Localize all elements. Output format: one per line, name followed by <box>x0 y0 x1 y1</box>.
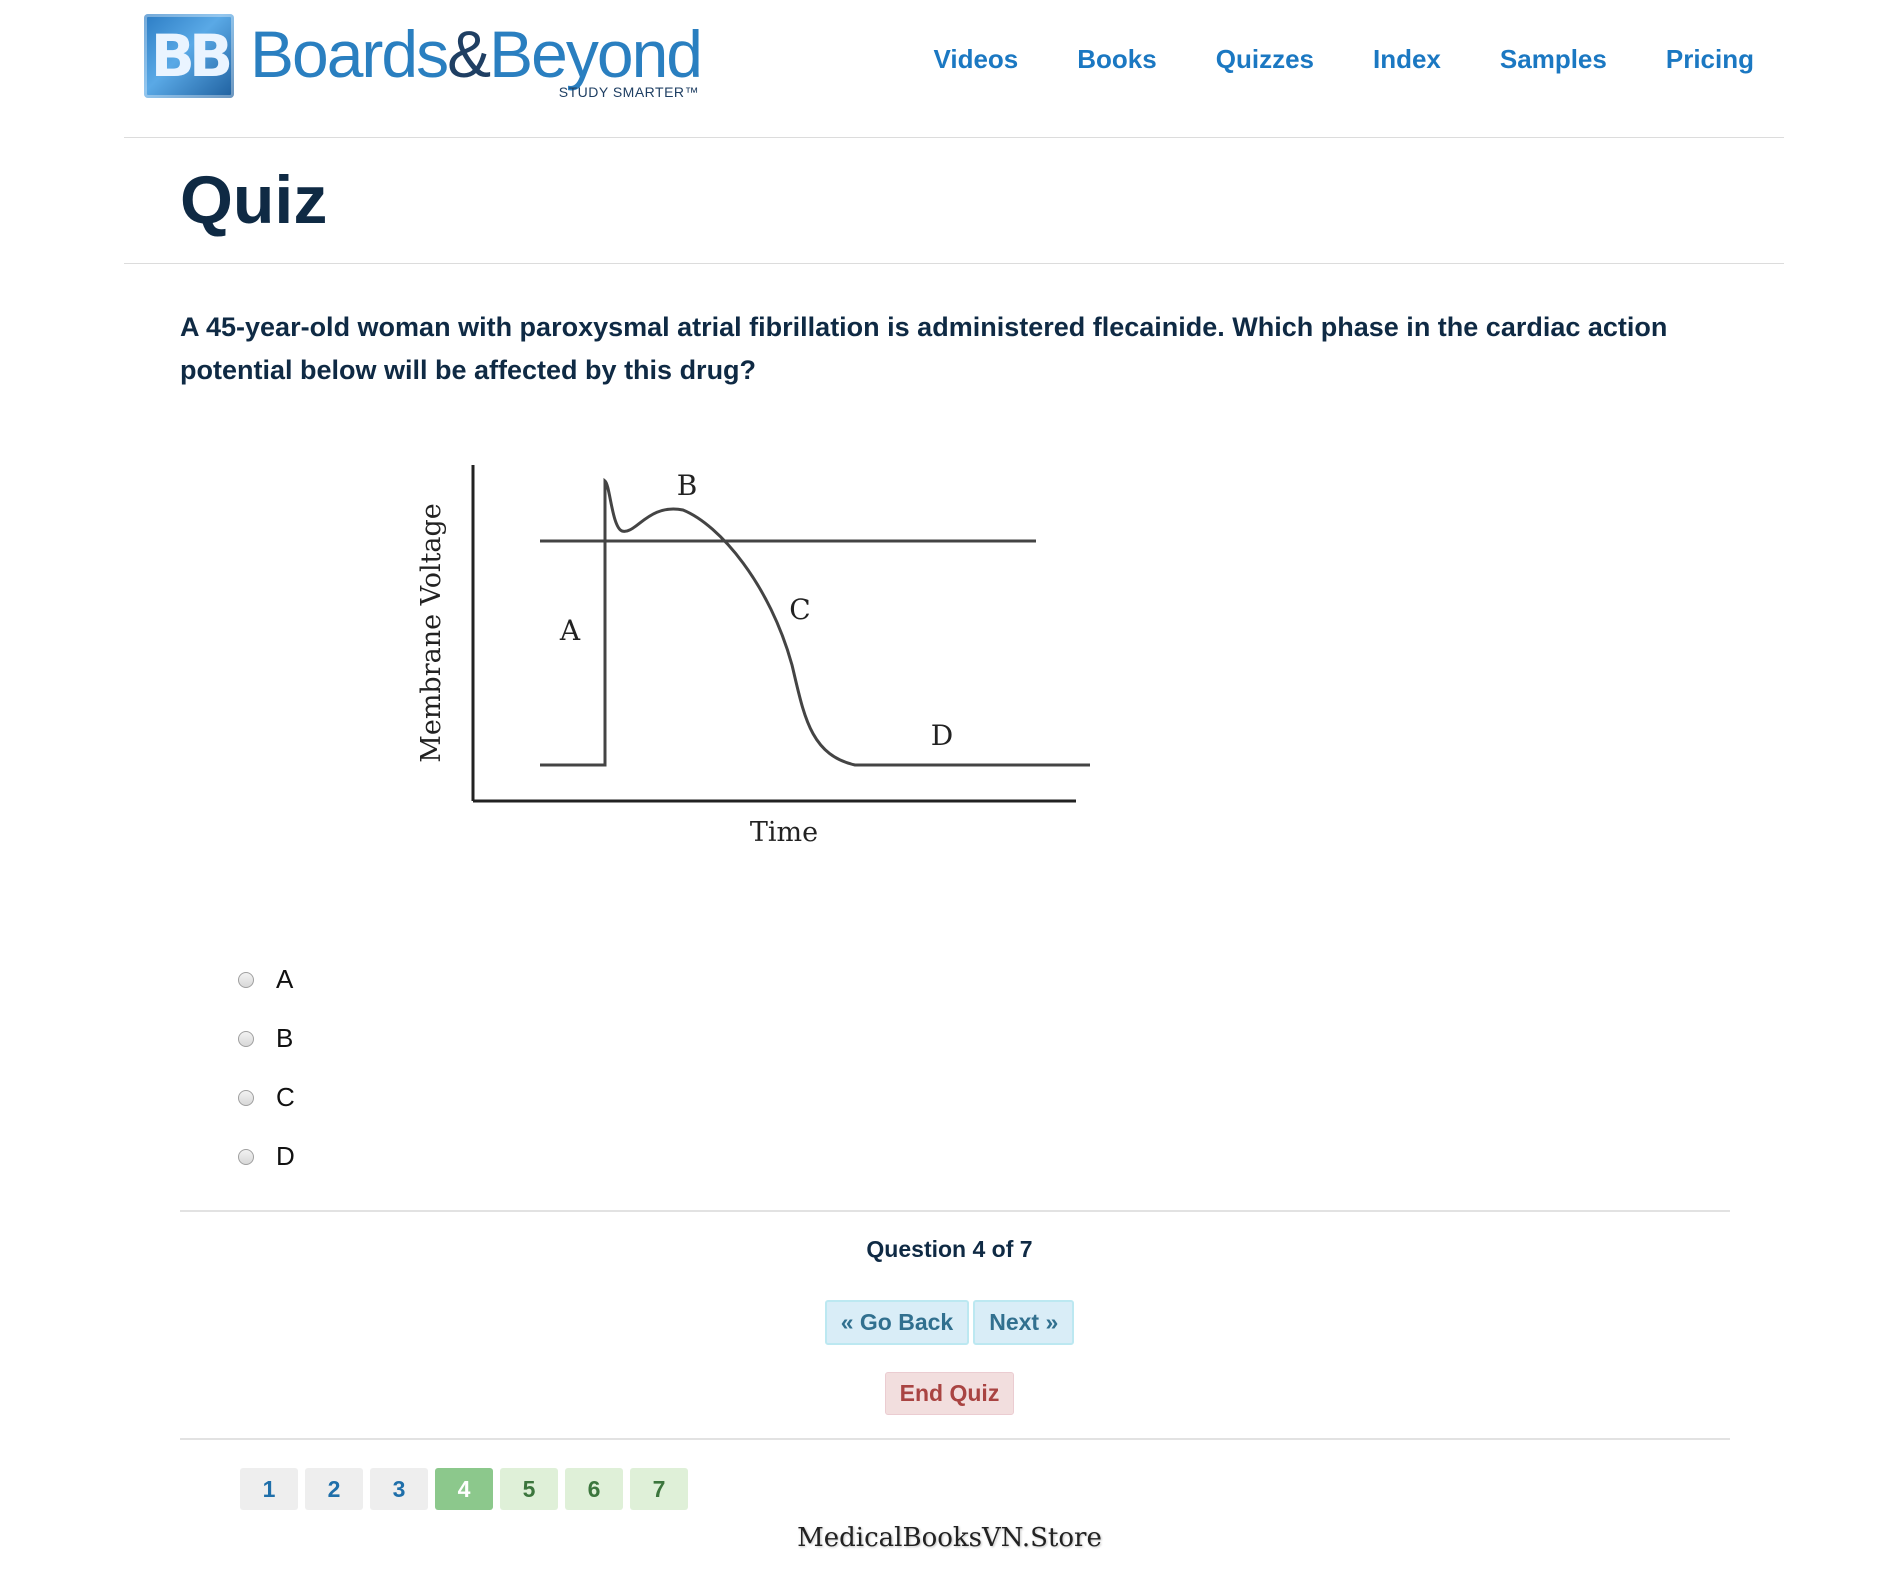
nav-videos[interactable]: Videos <box>933 44 1019 74</box>
main-nav: Videos Books Quizzes Index Samples Prici… <box>933 44 1754 75</box>
nav-books[interactable]: Books <box>1077 44 1157 74</box>
page-link-3[interactable]: 3 <box>370 1468 428 1510</box>
question-text: A 45-year-old woman with paroxysmal atri… <box>180 312 1668 385</box>
logo-wordmark: Boards&Beyond STUDY SMARTER™ <box>250 14 703 100</box>
nav-quizzes[interactable]: Quizzes <box>1215 44 1314 74</box>
question-counter: Question 4 of 7 <box>866 1236 1033 1262</box>
option-label: A <box>276 964 294 994</box>
page-link-2[interactable]: 2 <box>305 1468 363 1510</box>
question-pagination: 1 2 3 4 5 6 7 <box>240 1468 688 1510</box>
end-quiz-row: End Quiz <box>0 1372 1899 1415</box>
action-potential-diagram: Membrane Voltage Time A B C D <box>416 465 1090 848</box>
page-link-4-current[interactable]: 4 <box>435 1468 493 1510</box>
end-quiz-button[interactable]: End Quiz <box>884 1372 1015 1415</box>
radio-button-b[interactable] <box>238 1030 254 1047</box>
page-link-7[interactable]: 7 <box>630 1468 688 1510</box>
option-b[interactable]: B <box>238 1009 295 1068</box>
phase-label-b: B <box>677 469 698 502</box>
site-header: BB Boards&Beyond STUDY SMARTER™ Videos B… <box>124 0 1784 138</box>
go-back-button[interactable]: « Go Back <box>824 1300 970 1345</box>
question-nav-buttons: « Go Back Next » <box>0 1300 1899 1345</box>
title-row: Quiz <box>124 137 1784 264</box>
page-link-1[interactable]: 1 <box>240 1468 298 1510</box>
radio-button-c[interactable] <box>238 1089 254 1106</box>
option-label: C <box>276 1082 295 1112</box>
page-title: Quiz <box>180 162 328 238</box>
x-axis-label: Time <box>750 817 818 848</box>
logo-tagline: STUDY SMARTER™ <box>558 84 700 100</box>
option-a[interactable]: A <box>238 950 295 1009</box>
answer-options: A B C D <box>238 950 295 1186</box>
y-axis-label: Membrane Voltage <box>416 503 447 763</box>
phase-label-a: A <box>559 614 581 647</box>
option-d[interactable]: D <box>238 1127 295 1186</box>
logo-ampersand: & <box>447 17 491 91</box>
nav-pricing[interactable]: Pricing <box>1665 44 1754 74</box>
page-link-5[interactable]: 5 <box>500 1468 558 1510</box>
action-potential-curve <box>540 477 1090 767</box>
radio-button-d[interactable] <box>238 1148 254 1165</box>
logo-word-beyond: Beyond <box>489 17 703 91</box>
logo-badge-icon: BB <box>144 14 234 98</box>
action-potential-figure: Membrane Voltage Time A B C D <box>400 445 1120 865</box>
phase-label-c: C <box>789 593 810 626</box>
divider-top <box>180 1210 1730 1212</box>
page-link-6[interactable]: 6 <box>565 1468 623 1510</box>
boards-beyond-logo[interactable]: BB Boards&Beyond STUDY SMARTER™ <box>144 14 703 104</box>
nav-samples[interactable]: Samples <box>1499 44 1607 74</box>
nav-index[interactable]: Index <box>1372 44 1441 74</box>
option-label: B <box>276 1023 294 1053</box>
option-label: D <box>276 1141 295 1171</box>
watermark: MedicalBooksVN.Store <box>797 1523 1102 1553</box>
logo-word-boards: Boards <box>250 17 449 91</box>
phase-label-d: D <box>931 719 953 752</box>
radio-button-a[interactable] <box>238 971 254 988</box>
divider-bottom <box>180 1438 1730 1440</box>
next-button[interactable]: Next » <box>973 1300 1075 1345</box>
option-c[interactable]: C <box>238 1068 295 1127</box>
